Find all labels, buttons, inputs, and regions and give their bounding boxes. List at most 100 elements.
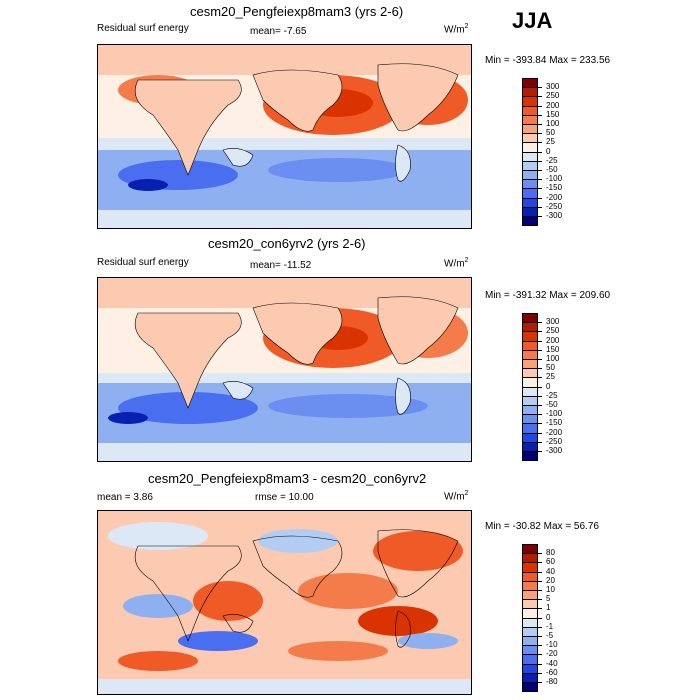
colorbar-tick bbox=[538, 386, 542, 388]
panel-3-map bbox=[97, 510, 472, 695]
colorbar-tick bbox=[538, 322, 542, 324]
colorbar-label: -300 bbox=[546, 446, 563, 455]
colorbar-label: 80 bbox=[546, 548, 555, 558]
colorbar-tick bbox=[538, 672, 542, 674]
colorbar-tick bbox=[538, 617, 542, 619]
panel-1-map-svg bbox=[98, 45, 471, 228]
colorbar-label: 300 bbox=[546, 82, 560, 92]
colorbar-tick bbox=[538, 151, 542, 153]
colorbar-tick bbox=[538, 451, 542, 452]
colorbar-tick bbox=[538, 340, 542, 342]
colorbar-tick bbox=[538, 423, 542, 425]
colorbar-label: -20 bbox=[546, 649, 558, 659]
colorbar-tick bbox=[538, 608, 542, 610]
colorbar-label: -300 bbox=[546, 211, 563, 220]
panel-1-variable-label: Residual surf energy bbox=[97, 23, 189, 34]
colorbar-tick bbox=[538, 562, 542, 564]
panel-3-title: cesm20_Pengfeiexp8mam3 - cesm20_con6yrv2 bbox=[148, 471, 427, 486]
colorbar-tick bbox=[538, 179, 542, 181]
colorbar-label: -80 bbox=[546, 677, 558, 686]
colorbar-swatch bbox=[522, 451, 538, 462]
colorbar-tick bbox=[538, 368, 542, 370]
colorbar-label: 0 bbox=[546, 381, 551, 391]
season-label: JJA bbox=[512, 8, 553, 33]
colorbar-label: -50 bbox=[546, 400, 558, 409]
colorbar-tick bbox=[538, 124, 542, 125]
panel-2-title: cesm20_con6yrv2 (yrs 2-6) bbox=[208, 236, 366, 251]
colorbar-label: 20 bbox=[546, 575, 555, 585]
panel-3-map-svg bbox=[98, 511, 471, 694]
colorbar-label: -5 bbox=[546, 631, 554, 640]
colorbar-label: -10 bbox=[546, 640, 558, 650]
panel-3-minmax: Min = -30.82 Max = 56.76 bbox=[485, 521, 599, 532]
colorbar-tick bbox=[538, 599, 542, 601]
colorbar-tick bbox=[538, 133, 542, 135]
colorbar-swatch bbox=[522, 682, 538, 693]
colorbar-label: 250 bbox=[546, 91, 560, 101]
colorbar-label: -250 bbox=[546, 201, 563, 211]
colorbar-label: -60 bbox=[546, 667, 558, 677]
colorbar-label: 200 bbox=[546, 335, 560, 345]
panel-2-map-svg bbox=[98, 278, 471, 461]
colorbar-tick bbox=[538, 395, 542, 397]
colorbar-label: -40 bbox=[546, 658, 558, 668]
colorbar-tick bbox=[538, 349, 542, 351]
colorbar-label: -250 bbox=[546, 436, 563, 446]
colorbar-label: -25 bbox=[546, 155, 558, 165]
colorbar-label: 50 bbox=[546, 128, 555, 138]
panel-2-units: W/m2 bbox=[444, 257, 469, 270]
panel-3-rmse: rmse = 10.00 bbox=[255, 492, 314, 503]
colorbar-label: 0 bbox=[546, 146, 551, 156]
colorbar-tick bbox=[538, 405, 542, 406]
colorbar-tick bbox=[538, 142, 542, 144]
colorbar-tick bbox=[538, 682, 542, 683]
colorbar-tick bbox=[538, 96, 542, 98]
colorbar-label: 5 bbox=[546, 594, 551, 604]
colorbar-tick bbox=[538, 663, 542, 665]
colorbar-label: 1 bbox=[546, 603, 551, 613]
colorbar-label: 25 bbox=[546, 137, 555, 147]
colorbar-label: 300 bbox=[546, 317, 560, 327]
colorbar-tick bbox=[538, 432, 542, 434]
colorbar-tick bbox=[538, 441, 542, 443]
colorbar-label: 250 bbox=[546, 326, 560, 336]
colorbar-tick bbox=[538, 160, 542, 162]
colorbar-tick bbox=[538, 590, 542, 591]
colorbar-label: -150 bbox=[546, 418, 563, 428]
colorbar-tick bbox=[538, 87, 542, 89]
colorbar-tick bbox=[538, 359, 542, 360]
colorbar-tick bbox=[538, 571, 542, 573]
colorbar-tick bbox=[538, 170, 542, 171]
colorbar-tick bbox=[538, 105, 542, 107]
colorbar-tick bbox=[538, 626, 542, 628]
colorbar-swatch bbox=[522, 216, 538, 227]
panel-1-title: cesm20_Pengfeiexp8mam3 (yrs 2-6) bbox=[190, 4, 404, 19]
colorbar-tick bbox=[538, 331, 542, 333]
colorbar-label: 100 bbox=[546, 119, 560, 128]
colorbar-label: 25 bbox=[546, 372, 555, 382]
colorbar-tick bbox=[538, 188, 542, 190]
panel-2-mean: mean= -11.52 bbox=[250, 260, 312, 271]
colorbar-label: -100 bbox=[546, 409, 563, 419]
colorbar-label: -200 bbox=[546, 427, 563, 437]
colorbar-tick bbox=[538, 206, 542, 208]
colorbar-tick bbox=[538, 580, 542, 582]
colorbar-label: 150 bbox=[546, 344, 560, 354]
colorbar-tick bbox=[538, 553, 542, 555]
panel-2-map bbox=[97, 277, 472, 462]
panel-3-mean: mean = 3.86 bbox=[97, 492, 153, 503]
colorbar-tick bbox=[538, 216, 542, 217]
panel-1-minmax: Min = -393.84 Max = 233.56 bbox=[485, 55, 611, 66]
colorbar-label: 50 bbox=[546, 363, 555, 373]
colorbar-label: -100 bbox=[546, 174, 563, 184]
colorbar-tick bbox=[538, 645, 542, 647]
colorbar-label: -50 bbox=[546, 165, 558, 174]
colorbar-label: 10 bbox=[546, 585, 555, 594]
colorbar-tick bbox=[538, 197, 542, 199]
colorbar-label: -1 bbox=[546, 621, 554, 631]
colorbar-label: 100 bbox=[546, 354, 560, 363]
colorbar-label: -150 bbox=[546, 183, 563, 193]
colorbar-label: 150 bbox=[546, 109, 560, 119]
colorbar-tick bbox=[538, 636, 542, 637]
colorbar-label: -200 bbox=[546, 192, 563, 202]
